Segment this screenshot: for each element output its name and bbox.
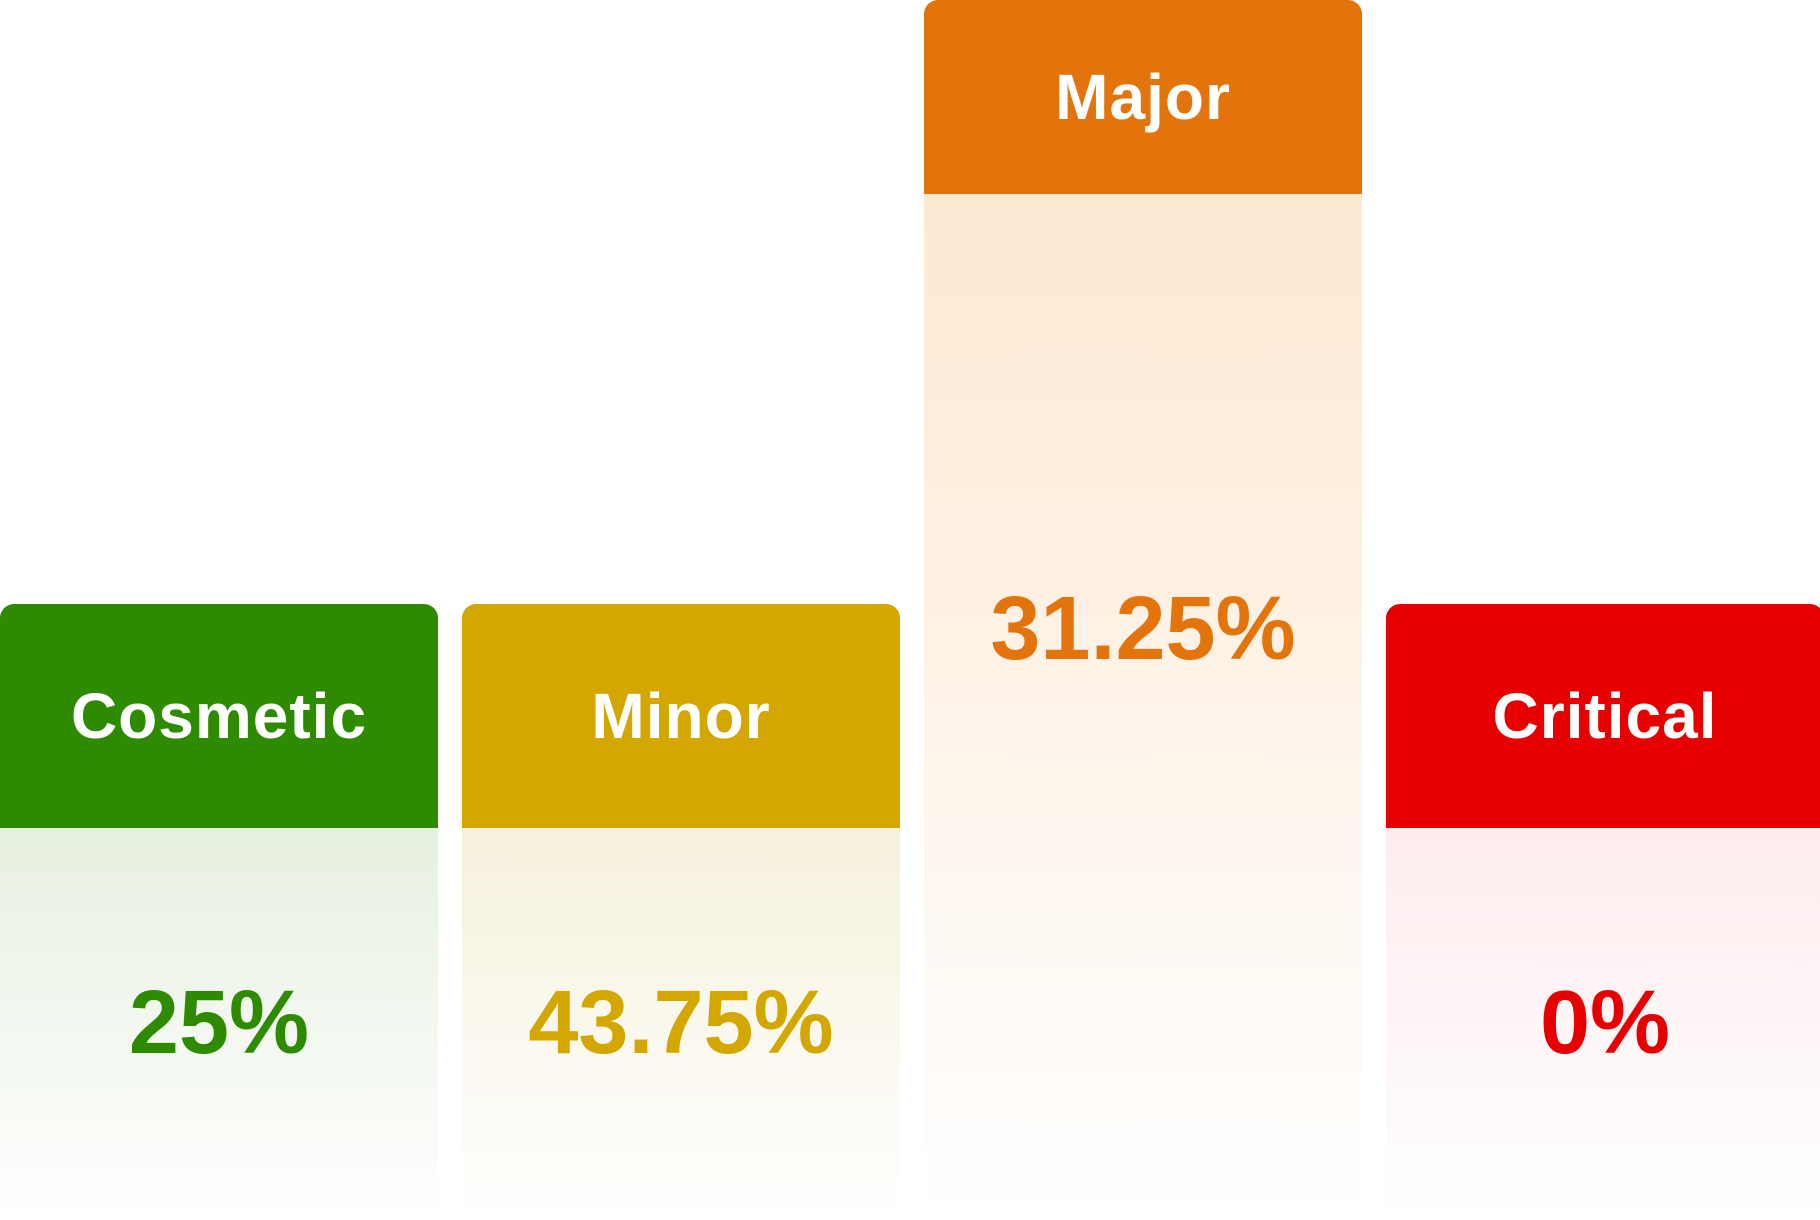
severity-label: Major <box>924 0 1362 194</box>
severity-value: 43.75% <box>528 973 834 1073</box>
severity-label: Cosmetic <box>0 604 438 828</box>
severity-card-body: 43.75% <box>462 828 900 1220</box>
severity-card-minor: Minor 43.75% <box>462 604 900 1220</box>
severity-value: 31.25% <box>990 579 1296 679</box>
severity-value: 0% <box>1539 973 1671 1073</box>
severity-card-critical: Critical 0% <box>1386 604 1820 1220</box>
severity-value: 25% <box>128 973 310 1073</box>
severity-card-major: Major 31.25% <box>924 0 1362 1220</box>
severity-card-cosmetic: Cosmetic 25% <box>0 604 438 1220</box>
severity-card-body: 25% <box>0 828 438 1220</box>
severity-label: Critical <box>1386 604 1820 828</box>
severity-card-body: 0% <box>1386 828 1820 1220</box>
severity-card-body: 31.25% <box>924 194 1362 1220</box>
severity-label: Minor <box>462 604 900 828</box>
